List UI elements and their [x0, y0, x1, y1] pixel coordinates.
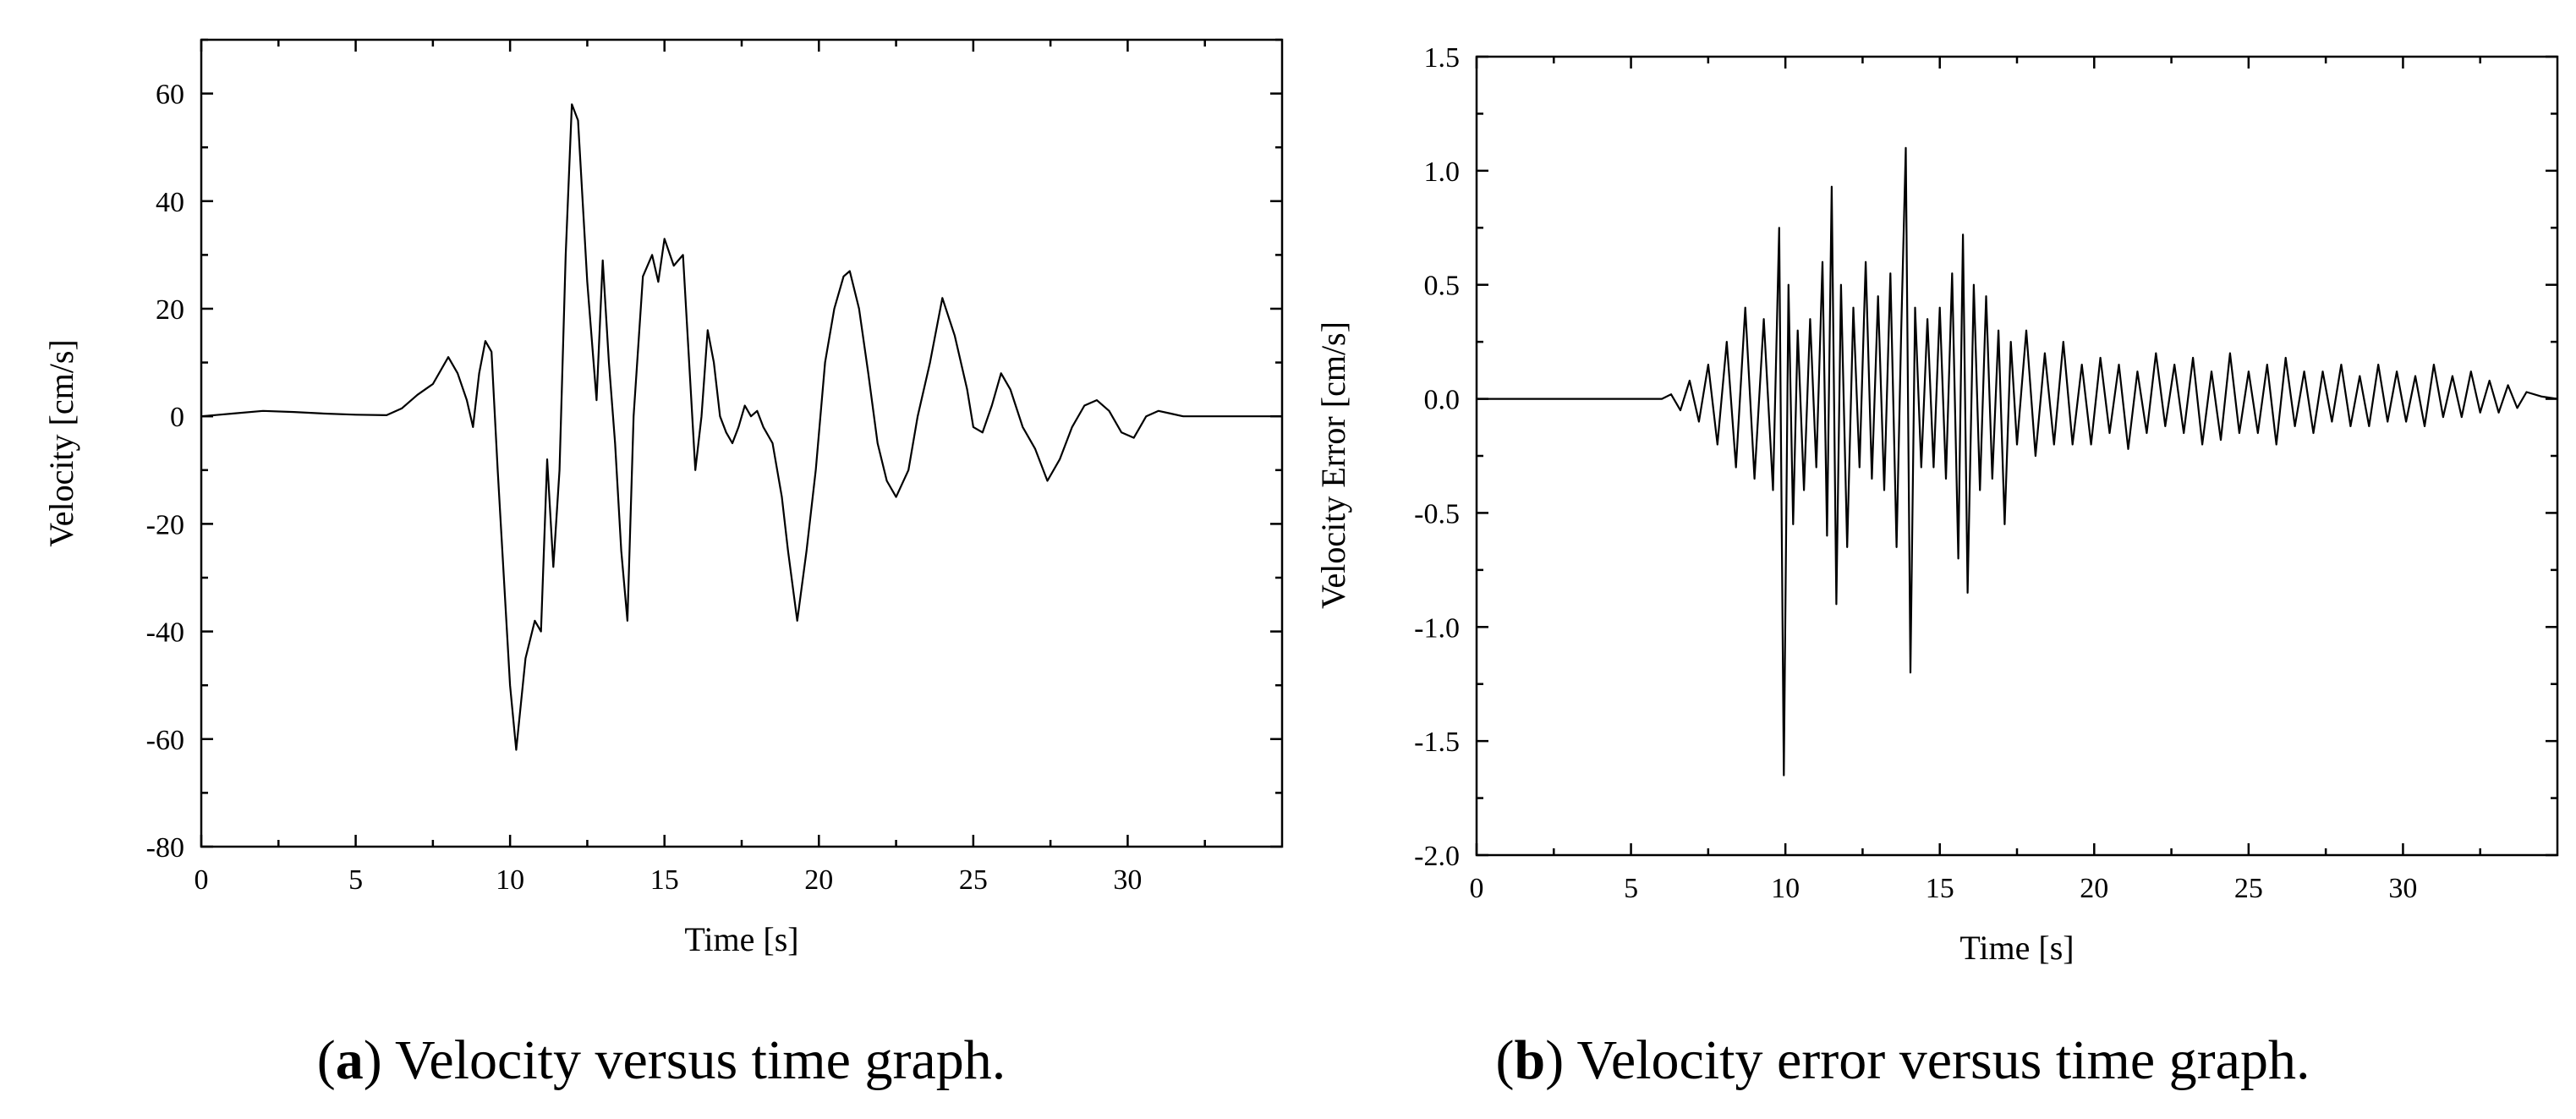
x-tick-label: 15: [1926, 873, 1954, 904]
x-tick-label: 20: [804, 864, 833, 896]
x-tick-labels-b: 0 5 10 15 20 25 30: [1470, 873, 2418, 904]
y-tick-label: 40: [156, 187, 184, 218]
x-tick-label: 25: [2234, 873, 2263, 904]
y-tick-label: 20: [156, 294, 184, 326]
panel-a: 0 5 10 15 20 25 30 -80 -60 -40 -20 0 20 40 60 Time [s…: [42, 38, 1284, 1091]
y-ticks-b: [1477, 55, 2557, 857]
y-tick-label: -80: [146, 832, 184, 864]
y-tick-label: -1.0: [1414, 612, 1460, 644]
y-tick-label: -2.0: [1414, 841, 1460, 872]
x-tick-label: 25: [959, 864, 988, 896]
x-tick-label: 15: [650, 864, 679, 896]
y-tick-label: 0.0: [1424, 385, 1461, 416]
y-tick-label: 1.5: [1424, 42, 1461, 74]
y-tick-label: 60: [156, 80, 184, 111]
y-tick-labels-b: -2.0 -1.5 -1.0 -0.5 0.0 0.5 1.0 1.5: [1414, 42, 1460, 872]
x-ticks-a: [200, 40, 1206, 847]
caption-a: (a) Velocity versus time graph.: [317, 1029, 1006, 1091]
y-tick-label: -40: [146, 617, 184, 649]
x-tick-label: 30: [1113, 864, 1142, 896]
y-axis-label-a: Velocity [cm/s]: [42, 339, 80, 547]
y-tick-label: -0.5: [1414, 498, 1460, 529]
x-tick-label: 0: [195, 864, 209, 896]
velocity-error-line: [1477, 146, 2558, 776]
y-tick-label: 1.0: [1424, 156, 1461, 188]
x-tick-label: 0: [1470, 873, 1484, 904]
y-tick-labels-a: -80 -60 -40 -20 0 20 40 60: [146, 80, 184, 864]
x-tick-label: 20: [2080, 873, 2108, 904]
x-axis-label-b: Time [s]: [1959, 929, 2074, 967]
caption-b: (b) Velocity error versus time graph.: [1496, 1029, 2310, 1091]
x-tick-label: 5: [1624, 873, 1638, 904]
y-ticks-a: [201, 38, 1282, 848]
x-tick-label: 10: [496, 864, 524, 896]
plot-frame-b: [1475, 55, 2559, 857]
caption-text-b: Velocity error versus time graph.: [1577, 1029, 2310, 1091]
x-tick-label: 5: [348, 864, 363, 896]
x-tick-label: 30: [2388, 873, 2417, 904]
x-axis-label-a: Time [s]: [684, 920, 798, 958]
caption-letter-a: a: [336, 1029, 364, 1091]
y-tick-label: 0.5: [1424, 271, 1461, 302]
caption-letter-b: b: [1515, 1029, 1546, 1091]
y-axis-label-b: Velocity Error [cm/s]: [1314, 321, 1352, 609]
caption-text-a: Velocity versus time graph.: [395, 1029, 1006, 1091]
x-ticks-b: [1475, 57, 2481, 855]
y-tick-label: -1.5: [1414, 727, 1460, 758]
velocity-line: [200, 103, 1282, 751]
x-tick-label: 10: [1771, 873, 1800, 904]
panel-b: 0 5 10 15 20 25 30 -2.0 -1.5 -1.0 -0.5 0.0 0.5 1.0 1.…: [1314, 42, 2559, 1091]
y-tick-label: -60: [146, 725, 184, 756]
plot-frame-a: [200, 38, 1284, 848]
y-tick-label: -20: [146, 509, 184, 540]
y-tick-label: 0: [170, 402, 184, 433]
x-tick-labels-a: 0 5 10 15 20 25 30: [195, 864, 1143, 896]
